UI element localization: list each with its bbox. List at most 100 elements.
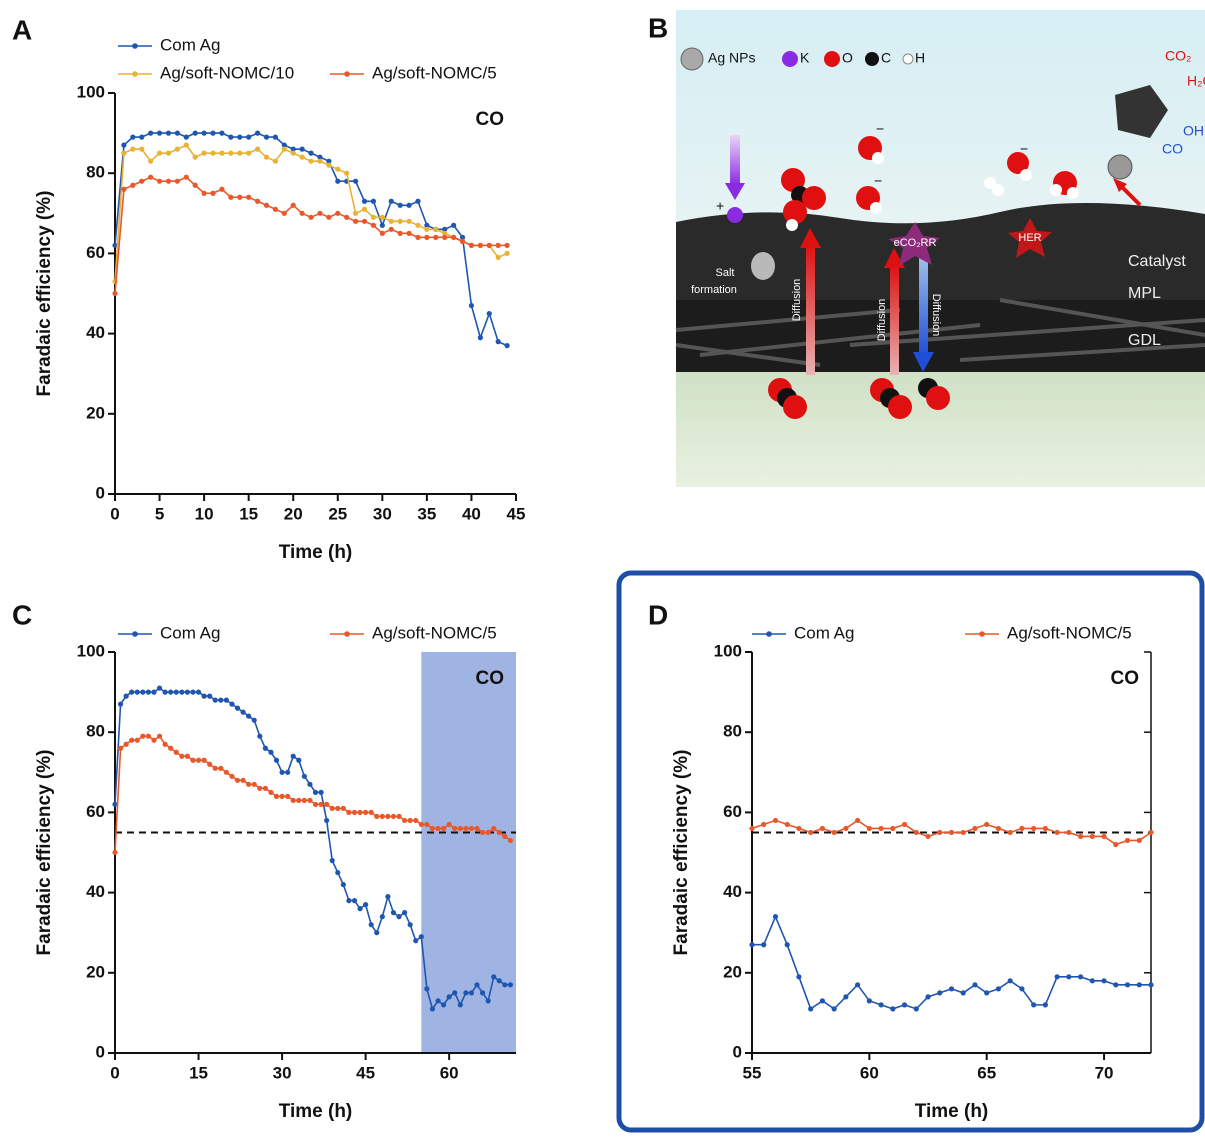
data-point bbox=[351, 898, 358, 904]
data-point bbox=[761, 821, 767, 828]
data-point bbox=[379, 230, 385, 236]
data-point bbox=[237, 134, 243, 140]
data-point bbox=[446, 821, 452, 828]
data-point bbox=[151, 689, 157, 695]
x-tick-label: 15 bbox=[239, 504, 258, 523]
salt-label: Salt bbox=[716, 267, 735, 279]
data-point bbox=[435, 825, 441, 832]
co2-label: CO₂ bbox=[1165, 48, 1191, 64]
data-point bbox=[452, 990, 458, 996]
data-point bbox=[960, 829, 966, 836]
data-point bbox=[195, 757, 202, 763]
data-point bbox=[937, 990, 943, 996]
data-point bbox=[207, 693, 213, 699]
data-point bbox=[262, 745, 268, 751]
data-point bbox=[246, 781, 252, 787]
data-point bbox=[223, 769, 229, 775]
data-point bbox=[901, 821, 908, 828]
data-point bbox=[1007, 829, 1013, 836]
data-point bbox=[246, 713, 252, 719]
data-point bbox=[240, 709, 246, 715]
data-point bbox=[201, 757, 207, 763]
data-point bbox=[913, 829, 919, 836]
data-point bbox=[866, 825, 872, 832]
reaction-star bbox=[888, 222, 940, 266]
data-point bbox=[318, 789, 324, 795]
data-point bbox=[272, 206, 278, 212]
data-point bbox=[396, 914, 402, 920]
data-point bbox=[254, 130, 261, 136]
data-point bbox=[379, 222, 385, 228]
data-point bbox=[279, 793, 285, 799]
data-point bbox=[246, 150, 252, 156]
data-point bbox=[317, 154, 323, 160]
data-point bbox=[1066, 829, 1072, 836]
data-point bbox=[463, 825, 469, 832]
data-point bbox=[495, 242, 501, 248]
data-point bbox=[335, 166, 341, 172]
data-point bbox=[324, 801, 330, 807]
y-tick-label: 80 bbox=[723, 722, 742, 741]
data-point bbox=[361, 218, 368, 224]
y-tick-label: 60 bbox=[86, 802, 105, 821]
data-point bbox=[254, 146, 261, 152]
arrow bbox=[1118, 183, 1142, 207]
data-point bbox=[134, 689, 140, 695]
data-point bbox=[183, 142, 189, 148]
diffusion-label: Diffusion bbox=[930, 294, 942, 337]
legend-label: O bbox=[842, 50, 853, 66]
data-point bbox=[268, 789, 274, 795]
data-point bbox=[397, 230, 403, 236]
data-point bbox=[457, 825, 463, 832]
data-point bbox=[162, 689, 168, 695]
legend-label: Ag/soft-NOMC/5 bbox=[372, 63, 497, 82]
data-point bbox=[183, 134, 189, 140]
legend-c bbox=[865, 52, 879, 66]
legend-marker bbox=[344, 631, 350, 637]
x-tick-label: 0 bbox=[110, 504, 119, 523]
legend-marker bbox=[132, 43, 138, 49]
salt-crystal bbox=[751, 252, 775, 280]
data-point bbox=[831, 829, 837, 836]
data-point bbox=[346, 809, 352, 816]
data-point bbox=[184, 689, 191, 695]
x-tick-label: 15 bbox=[189, 1063, 208, 1082]
data-point bbox=[184, 753, 191, 759]
data-point bbox=[121, 150, 127, 156]
data-point bbox=[796, 974, 802, 980]
data-point bbox=[1136, 837, 1142, 844]
data-point bbox=[370, 222, 377, 228]
panel-label: A bbox=[12, 14, 32, 45]
data-point bbox=[413, 817, 419, 824]
layer-label: MPL bbox=[1128, 285, 1161, 302]
data-point bbox=[424, 986, 430, 992]
x-tick-label: 35 bbox=[417, 504, 436, 523]
x-tick-label: 65 bbox=[977, 1063, 996, 1082]
arrow-head bbox=[913, 352, 934, 372]
data-point bbox=[457, 1002, 463, 1008]
x-tick-label: 45 bbox=[507, 504, 526, 523]
data-point bbox=[190, 757, 196, 763]
data-point bbox=[174, 130, 180, 136]
data-point bbox=[843, 825, 849, 832]
data-point bbox=[165, 130, 172, 136]
data-point bbox=[477, 242, 483, 248]
data-point bbox=[948, 829, 955, 836]
data-point bbox=[254, 198, 261, 204]
legend-label: K bbox=[800, 50, 810, 66]
data-point bbox=[201, 693, 207, 699]
data-point bbox=[246, 194, 252, 200]
y-tick-label: 0 bbox=[96, 483, 105, 502]
data-point bbox=[263, 154, 270, 160]
y-tick-label: 100 bbox=[714, 641, 742, 660]
data-point bbox=[357, 906, 363, 912]
data-point bbox=[808, 1006, 814, 1012]
data-point bbox=[452, 825, 458, 832]
data-point bbox=[388, 226, 394, 232]
data-point bbox=[442, 234, 448, 240]
data-point bbox=[223, 697, 229, 703]
data-point bbox=[335, 805, 341, 811]
legend-label: C bbox=[881, 50, 891, 66]
data-point bbox=[486, 310, 492, 317]
